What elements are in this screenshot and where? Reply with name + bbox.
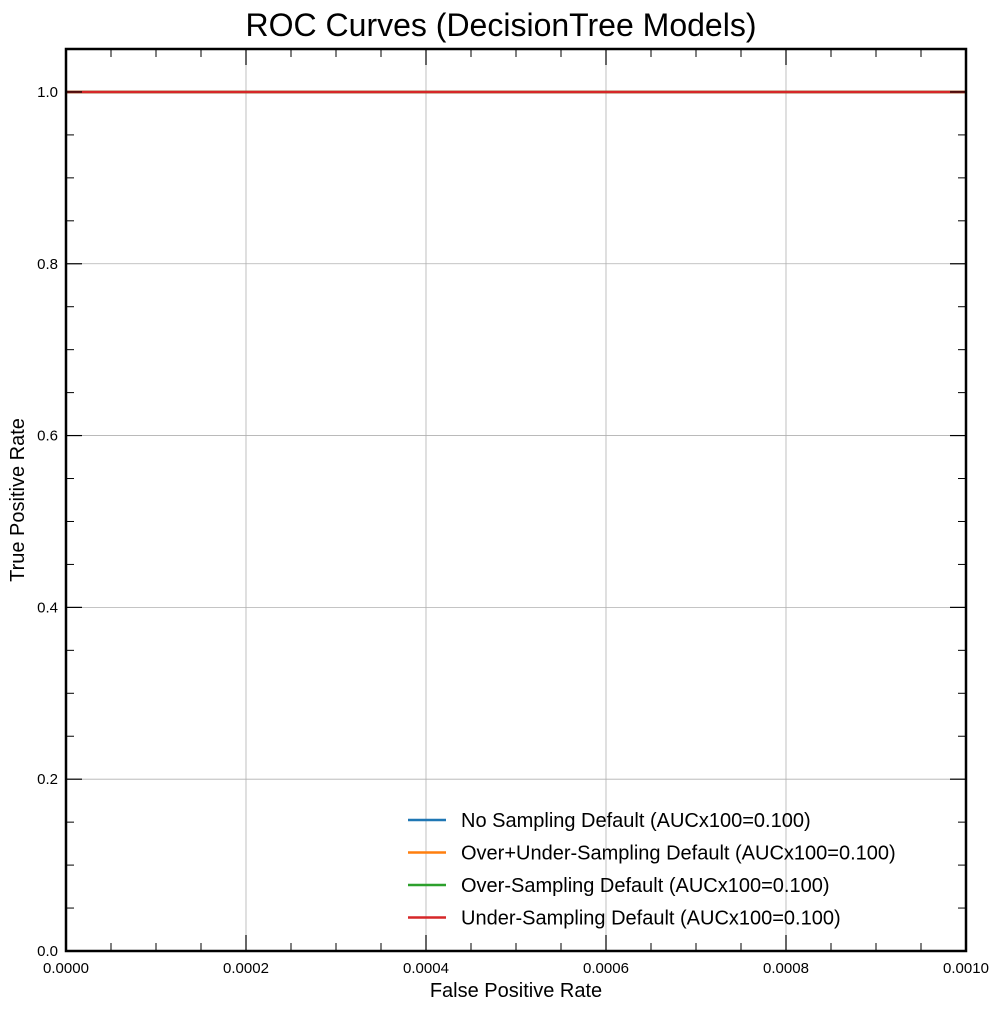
y-tick-label: 1.0 [37,84,58,101]
legend-label: No Sampling Default (AUCx100=0.100) [461,810,811,832]
x-tick-label: 0.0010 [943,960,989,977]
x-tick-label: 0.0004 [403,960,449,977]
legend-label: Over+Under-Sampling Default (AUCx100=0.1… [461,843,896,865]
legend: No Sampling Default (AUCx100=0.100) Over+… [408,810,896,930]
tick-labels: 0.0000 0.0002 0.0004 0.0006 0.0008 0.0010 0.0 0… [37,84,989,977]
axis-ticks [65,48,967,952]
x-tick-label: 0.0002 [223,960,269,977]
legend-label: Over-Sampling Default (AUCx100=0.100) [461,875,830,897]
x-axis-title: False Positive Rate [430,980,602,1002]
y-tick-label: 0.6 [37,428,58,445]
legend-label: Under-Sampling Default (AUCx100=0.100) [461,908,841,930]
x-tick-label: 0.0000 [43,960,89,977]
x-tick-label: 0.0008 [763,960,809,977]
y-tick-label: 0.2 [37,771,58,788]
y-axis-title: True Positive Rate [7,418,29,582]
y-tick-label: 0.8 [37,256,58,273]
y-tick-label: 0.4 [37,599,58,616]
y-tick-label: 0.0 [37,943,58,960]
chart-title: ROC Curves (DecisionTree Models) [246,7,757,43]
x-tick-label: 0.0006 [583,960,629,977]
